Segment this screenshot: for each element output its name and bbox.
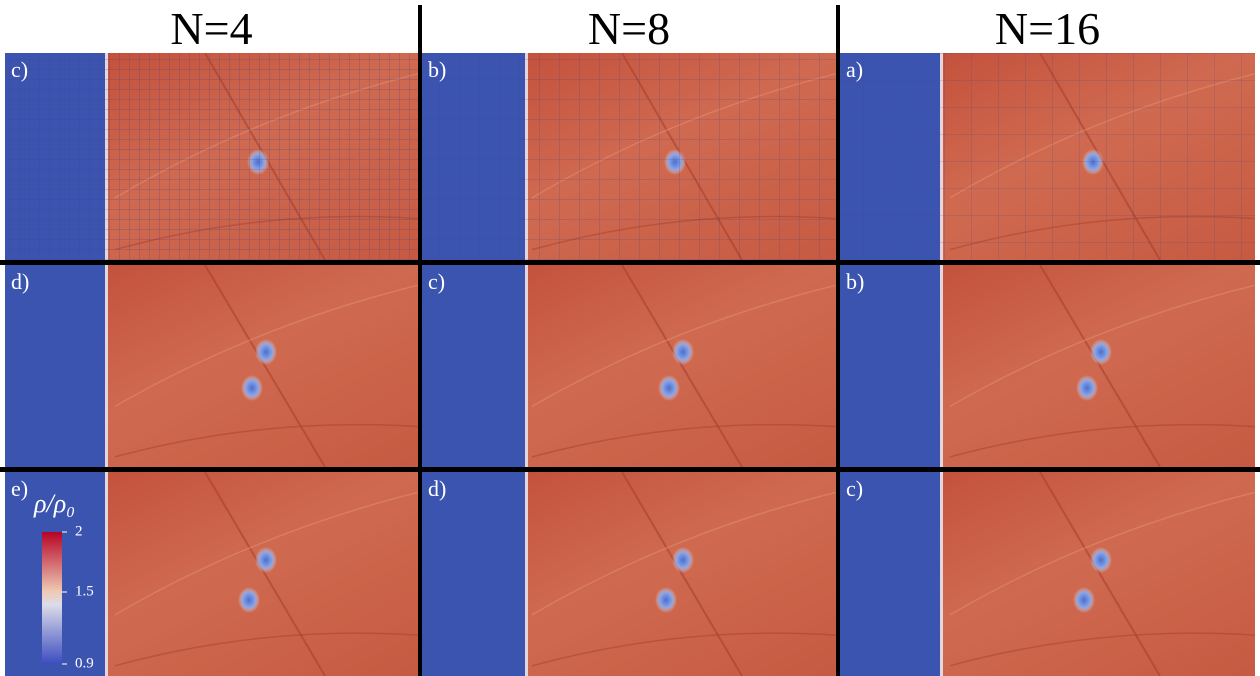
mesh bbox=[5, 53, 418, 260]
panel-label: a) bbox=[846, 57, 863, 82]
bubble bbox=[255, 339, 277, 365]
panel-body bbox=[5, 53, 418, 260]
colorbar bbox=[42, 532, 62, 664]
bubble bbox=[1073, 587, 1095, 613]
shock-edge bbox=[525, 265, 528, 467]
shock-edge bbox=[105, 472, 108, 676]
bubble bbox=[655, 587, 677, 613]
panel: b) bbox=[422, 53, 836, 260]
bubble bbox=[238, 587, 260, 613]
panel: c) bbox=[5, 53, 418, 260]
row-separator bbox=[0, 260, 1260, 265]
shock-edge bbox=[525, 472, 528, 676]
ambient-region bbox=[422, 265, 525, 467]
panel-body bbox=[5, 265, 418, 467]
panel-body bbox=[422, 53, 836, 260]
panel-label: c) bbox=[11, 57, 28, 82]
ambient-region bbox=[5, 265, 105, 467]
mesh bbox=[422, 53, 836, 260]
column-separator bbox=[836, 5, 840, 676]
ambient-region bbox=[840, 472, 940, 676]
panel-label: d) bbox=[428, 476, 446, 501]
panel: c) bbox=[840, 472, 1255, 676]
bubble bbox=[672, 547, 694, 573]
panel: b) bbox=[840, 265, 1255, 467]
panel-body bbox=[422, 472, 836, 676]
bubble bbox=[255, 547, 277, 573]
panel: d) bbox=[422, 472, 836, 676]
bubble bbox=[1076, 375, 1098, 401]
shock-edge bbox=[940, 265, 943, 467]
ambient-region bbox=[840, 265, 940, 467]
panel: d) bbox=[5, 265, 418, 467]
panel: a) bbox=[840, 53, 1255, 260]
colorbar-tick-label: 0.9 bbox=[75, 655, 94, 671]
colorbar-label: ρ/ρ₀ bbox=[33, 489, 75, 518]
panel-label: c) bbox=[846, 476, 863, 501]
panel-label: c) bbox=[428, 269, 445, 294]
panel-label: b) bbox=[846, 269, 864, 294]
panel-body bbox=[840, 265, 1255, 467]
bubble bbox=[658, 375, 680, 401]
shock-edge bbox=[940, 472, 943, 676]
panel: c) bbox=[422, 265, 836, 467]
column-title: N=16 bbox=[995, 3, 1100, 54]
column-title: N=4 bbox=[170, 3, 252, 54]
bubble bbox=[241, 375, 263, 401]
bubble bbox=[1090, 339, 1112, 365]
bubble bbox=[672, 339, 694, 365]
column-title: N=8 bbox=[588, 3, 670, 54]
column-separator bbox=[418, 5, 422, 676]
panel-body bbox=[840, 472, 1255, 676]
shock-edge bbox=[105, 265, 108, 467]
colorbar-tick-label: 2 bbox=[75, 523, 83, 539]
figure: N=4 c) d) e) N=8 b) c) d) N=16 a) b) c) ρ/ρ₀ 0.9 1.5 2 bbox=[0, 0, 1260, 676]
panel-body bbox=[840, 53, 1255, 260]
panel-label: b) bbox=[428, 57, 446, 82]
bubble bbox=[1090, 547, 1112, 573]
row-separator bbox=[0, 467, 1260, 472]
panel-label: d) bbox=[11, 269, 29, 294]
ambient-region bbox=[422, 472, 525, 676]
mesh bbox=[840, 53, 1255, 260]
panel-body bbox=[422, 265, 836, 467]
panel-label: e) bbox=[11, 476, 28, 501]
colorbar-tick-label: 1.5 bbox=[75, 583, 94, 599]
